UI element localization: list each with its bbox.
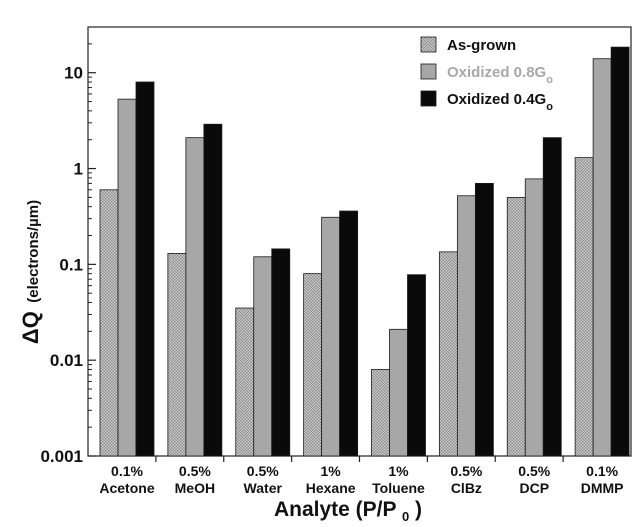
bar-oxidized-0-8g-3 — [253, 256, 273, 457]
x-tick-label-analyte: DMMP — [581, 480, 624, 496]
y-axis: 0.001 0.01 0.1 1 10 — [40, 26, 96, 466]
x-tick-label-analyte: Water — [244, 480, 283, 496]
legend-label: Oxidized 0.4Go — [447, 91, 553, 113]
bar-as-grown-1 — [99, 189, 119, 457]
bar-as-grown-2 — [167, 253, 187, 457]
y-tick-label: 0.01 — [50, 351, 83, 370]
x-tick-label-analyte: DCP — [519, 480, 549, 496]
x-tick-label-analyte: Hexane — [306, 480, 356, 496]
x-axis: 0.1%Acetone0.5%MeOH0.5%Water1%Hexane1%To… — [99, 456, 624, 496]
bar-as-grown-3 — [235, 307, 255, 457]
bar-as-grown-7 — [506, 196, 526, 457]
x-tick-label-concentration: 1% — [321, 463, 342, 479]
legend-swatch — [420, 63, 437, 80]
legend-label-subscript: o — [546, 74, 553, 86]
y-tick-label: 0.1 — [59, 255, 83, 274]
x-tick-label-analyte: Acetone — [99, 480, 154, 496]
legend-label-text: Oxidized 0.8G — [447, 64, 546, 81]
x-axis-title-subscript: 0 — [402, 509, 409, 524]
bar-oxidized-0-4g-2 — [203, 123, 223, 457]
x-tick-label-concentration: 0.5% — [450, 463, 482, 479]
legend-label-text: Oxidized 0.4G — [447, 91, 546, 108]
bar-oxidized-0-4g-7 — [542, 137, 562, 457]
y-axis-title: ΔQ (electrons/µm) — [18, 200, 43, 344]
bar-oxidized-0-8g-5 — [389, 328, 408, 457]
legend-label-text: As-grown — [447, 37, 516, 54]
bar-oxidized-0-4g-3 — [271, 248, 291, 457]
x-tick-label-concentration: 0.1% — [111, 463, 143, 479]
y-tick-label: 1 — [74, 160, 83, 179]
bar-as-grown-6 — [438, 251, 458, 457]
bars — [99, 46, 630, 457]
legend-label: As-grown — [447, 37, 516, 54]
bar-oxidized-0-4g-4 — [339, 210, 359, 457]
bar-oxidized-0-8g-4 — [321, 216, 341, 457]
bar-oxidized-0-4g-1 — [135, 81, 155, 457]
x-tick-label-concentration: 0.5% — [179, 463, 211, 479]
y-tick-label: 0.001 — [40, 447, 83, 466]
x-tick-label-concentration: 1% — [388, 463, 409, 479]
x-tick-label-concentration: 0.5% — [518, 463, 550, 479]
bar-oxidized-0-8g-8 — [592, 58, 612, 457]
x-tick-label-analyte: MeOH — [175, 480, 215, 496]
bar-oxidized-0-4g-8 — [610, 46, 630, 457]
legend-swatch — [420, 90, 437, 107]
bar-oxidized-0-4g-5 — [407, 274, 426, 457]
bar-oxidized-0-4g-6 — [474, 182, 494, 457]
bar-oxidized-0-8g-6 — [456, 195, 476, 457]
x-axis-title-close: ) — [415, 498, 422, 521]
x-tick-label-concentration: 0.1% — [586, 463, 618, 479]
x-tick-label-concentration: 0.5% — [247, 463, 279, 479]
bar-as-grown-8 — [574, 157, 594, 457]
legend-label-subscript: o — [546, 101, 553, 113]
bar-as-grown-4 — [303, 273, 323, 457]
x-axis-title: Analyte (P/P 0 ) — [274, 498, 422, 526]
x-tick-label-analyte: Toluene — [372, 480, 425, 496]
legend-label: Oxidized 0.8Go — [447, 64, 553, 86]
x-tick-label-analyte: ClBz — [451, 480, 482, 496]
bar-oxidized-0-8g-7 — [524, 178, 544, 457]
bar-oxidized-0-8g-1 — [117, 98, 137, 457]
x-axis-title-main: Analyte (P/P — [274, 498, 397, 521]
y-axis-title-unit: (electrons/µm) — [25, 200, 42, 303]
y-tick-label: 10 — [64, 64, 83, 83]
bar-as-grown-5 — [371, 369, 390, 457]
bar-oxidized-0-8g-2 — [185, 137, 205, 457]
y-axis-title-symbol: ΔQ — [18, 311, 43, 344]
legend-swatch — [420, 36, 437, 53]
